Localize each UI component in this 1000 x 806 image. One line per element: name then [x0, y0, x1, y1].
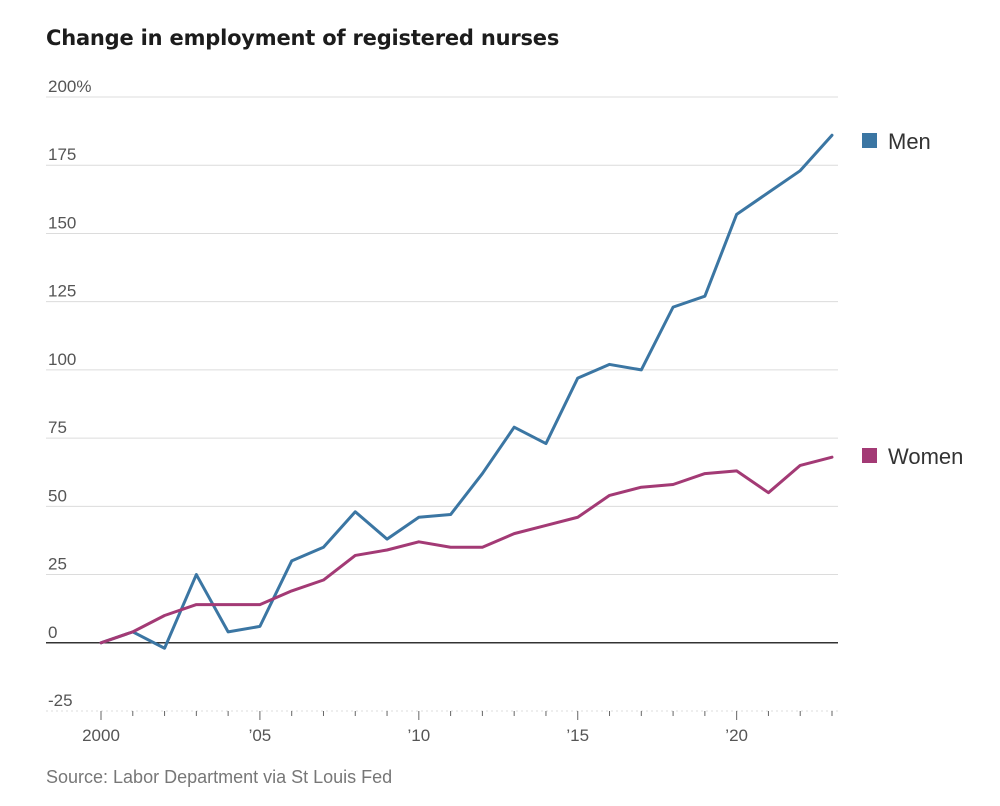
x-tick-label: ’05: [249, 726, 272, 745]
source-note: Source: Labor Department via St Louis Fe…: [46, 767, 393, 787]
series-line-men: [99, 133, 834, 650]
x-tick-label: ’10: [407, 726, 430, 745]
legend-label-men: Men: [888, 129, 931, 154]
x-tick-label: ’20: [725, 726, 748, 745]
y-tick-label: 0: [48, 623, 57, 642]
chart-title: Change in employment of registered nurse…: [46, 26, 560, 50]
legend-swatch-women: [862, 448, 877, 463]
legend: Men Women: [862, 129, 963, 469]
gridlines: [46, 96, 838, 712]
legend-label-women: Women: [888, 444, 963, 469]
y-tick-label: 150: [48, 213, 76, 232]
y-tick-label: 25: [48, 555, 67, 574]
y-tick-label: 75: [48, 418, 67, 437]
y-axis-ticks: 200% 175 150 125 100 75 50 25 0 -25: [48, 77, 91, 710]
series-line-women: [99, 455, 834, 645]
x-axis: 2000 ’05 ’10 ’15 ’20: [82, 711, 833, 745]
y-tick-label: 100: [48, 350, 76, 369]
y-tick-label: 50: [48, 486, 67, 505]
series-lines: [99, 133, 834, 650]
y-tick-label: -25: [48, 691, 73, 710]
legend-swatch-men: [862, 133, 877, 148]
y-tick-label: 125: [48, 282, 76, 301]
x-tick-label: 2000: [82, 726, 120, 745]
y-tick-label: 175: [48, 145, 76, 164]
y-tick-label: 200%: [48, 77, 91, 96]
x-tick-label: ’15: [566, 726, 589, 745]
